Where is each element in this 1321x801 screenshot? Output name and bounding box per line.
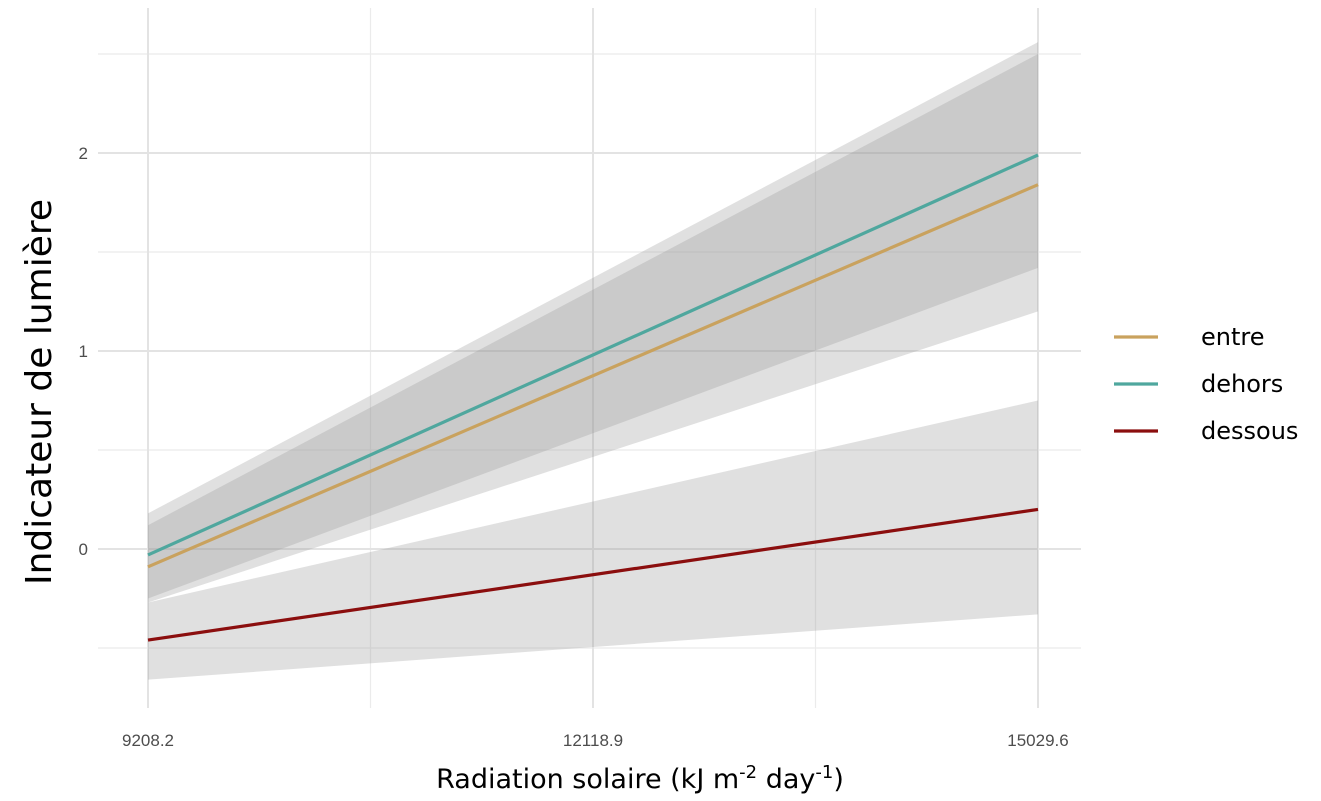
- legend-label-dehors: dehors: [1201, 370, 1283, 398]
- x-tick-label-12118.9: 12118.9: [563, 731, 623, 750]
- y-tick-label-2: 2: [79, 144, 88, 163]
- confidence-ribbons: [148, 42, 1038, 680]
- ribbon-dessous: [148, 400, 1038, 680]
- legend-label-entre: entre: [1201, 323, 1265, 351]
- x-tick-labels: 9208.2 12118.9 15029.6: [122, 731, 1069, 750]
- x-axis-title: Radiation solaire (kJ m-2 day-1): [436, 762, 844, 795]
- legend-label-dessous: dessous: [1201, 417, 1298, 445]
- x-axis-title-sup2: -1: [815, 762, 833, 783]
- legend: entre dehors dessous: [1114, 323, 1298, 445]
- series-lines: [147, 153, 1039, 642]
- y-tick-labels: 0 1 2: [79, 144, 88, 559]
- y-axis-title: Indicateur de lumière: [19, 199, 60, 585]
- line-dessous: [147, 507, 1039, 642]
- x-axis-title-end: ): [833, 764, 844, 795]
- x-axis-title-main: Radiation solaire (kJ m: [436, 764, 739, 795]
- ribbon-dehors: [148, 42, 1038, 599]
- grid-major: [98, 8, 1081, 708]
- line-dehors: [147, 153, 1039, 557]
- x-axis-title-sup1: -2: [739, 762, 757, 783]
- ribbon-entre: [148, 54, 1038, 603]
- y-tick-label-0: 0: [79, 540, 88, 559]
- x-tick-label-9208.2: 9208.2: [122, 731, 174, 750]
- grid-minor: [98, 8, 1081, 708]
- x-axis-title-mid: day: [757, 764, 815, 795]
- line-entre: [147, 183, 1039, 569]
- x-tick-label-15029.6: 15029.6: [1007, 731, 1068, 750]
- y-tick-label-1: 1: [79, 342, 88, 361]
